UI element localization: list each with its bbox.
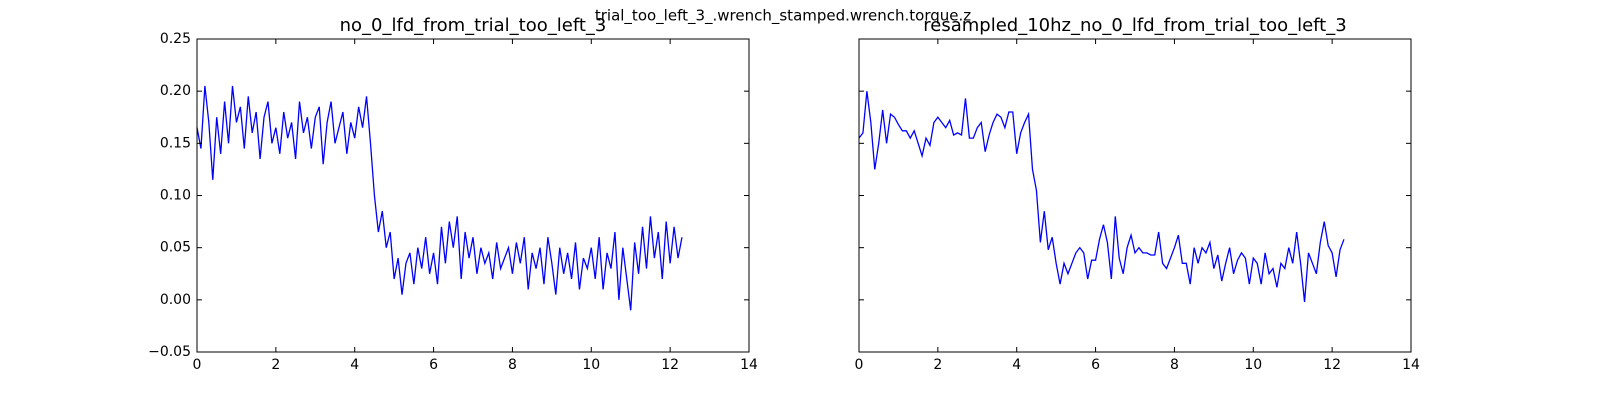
x-tick-label: 10: [1244, 357, 1262, 373]
x-tick-label: 8: [1170, 357, 1179, 373]
x-tick-label: 0: [855, 357, 864, 373]
data-line: [858, 91, 1345, 302]
y-tick-label: 0.25: [160, 31, 191, 47]
y-tick-label: 0.05: [160, 240, 191, 256]
x-tick-label: 4: [350, 357, 359, 373]
x-tick-label: 14: [740, 357, 758, 373]
subplot-title: resampled_10hz_no_0_lfd_from_trial_too_l…: [923, 15, 1346, 36]
y-tick-label: 0.20: [160, 83, 191, 99]
axes-frame: [196, 38, 750, 353]
figure-title: trial_too_left_3_.wrench_stamped.wrench.…: [595, 7, 971, 26]
x-tick-label: 14: [1402, 357, 1420, 373]
x-tick-label: 6: [429, 357, 438, 373]
y-tick-label: 0.00: [160, 292, 191, 308]
subplot-title: no_0_lfd_from_trial_too_left_3: [340, 15, 607, 36]
x-tick-label: 6: [1091, 357, 1100, 373]
x-tick-label: 12: [1323, 357, 1341, 373]
data-line: [196, 85, 683, 311]
x-tick-label: 2: [933, 357, 942, 373]
axes-frame: [858, 38, 1412, 353]
x-tick-label: 12: [661, 357, 679, 373]
y-tick-label: 0.15: [160, 135, 191, 151]
y-tick-label: 0.10: [160, 188, 191, 204]
y-tick-label: −0.05: [148, 344, 191, 360]
x-tick-label: 0: [193, 357, 202, 373]
x-tick-label: 10: [582, 357, 600, 373]
x-tick-label: 2: [271, 357, 280, 373]
x-tick-label: 4: [1012, 357, 1021, 373]
x-tick-label: 8: [508, 357, 517, 373]
